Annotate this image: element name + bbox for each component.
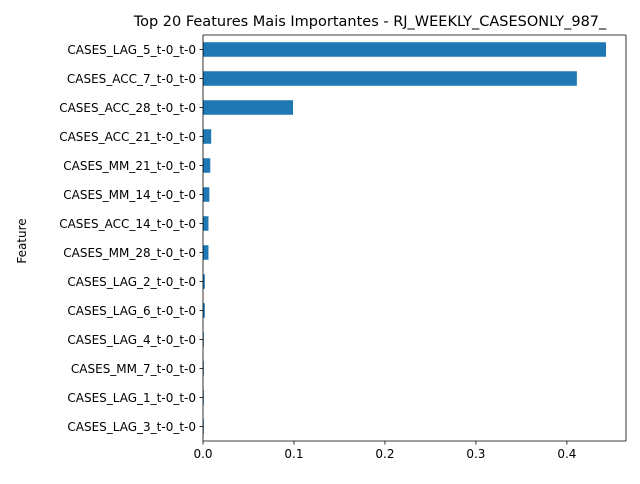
- y-tick-label: CASES_LAG_1_t-0_t-0: [67, 391, 196, 405]
- y-tick-label: CASES_LAG_5_t-0_t-0: [67, 43, 196, 57]
- y-tick-label: CASES_LAG_6_t-0_t-0: [67, 304, 196, 318]
- y-tick-label: CASES_ACC_21_t-0_t-0: [59, 130, 196, 144]
- y-tick-label: CASES_LAG_2_t-0_t-0: [67, 275, 196, 289]
- y-tick-label: CASES_LAG_4_t-0_t-0: [67, 333, 196, 347]
- y-tick-label: CASES_ACC_28_t-0_t-0: [59, 101, 196, 115]
- bar: [203, 274, 205, 289]
- y-tick-label: CASES_MM_28_t-0_t-0: [63, 246, 196, 260]
- bar: [203, 71, 577, 86]
- axes-layer: [202, 34, 627, 442]
- bar: [203, 245, 209, 260]
- x-ticks-layer: 0.0 0.1 0.2 0.3 0.4: [193, 441, 576, 461]
- y-ticks-layer: CASES_LAG_5_t-0_t-0 CASES_ACC_7_t-0_t-0 CA…: [59, 43, 203, 434]
- y-tick-label: CASES_ACC_14_t-0_t-0: [59, 217, 196, 231]
- x-tick-label: 0.1: [284, 447, 303, 461]
- y-tick-label: CASES_ACC_7_t-0_t-0: [67, 72, 196, 86]
- bar: [203, 187, 210, 202]
- bar: [203, 129, 212, 144]
- x-tick-label: 0.0: [193, 447, 212, 461]
- y-tick-label: CASES_MM_14_t-0_t-0: [63, 188, 196, 202]
- bar: [203, 303, 205, 318]
- x-tick-label: 0.4: [557, 447, 576, 461]
- bar: [203, 42, 606, 57]
- x-tick-label: 0.3: [466, 447, 485, 461]
- y-tick-label: CASES_MM_21_t-0_t-0: [63, 159, 196, 173]
- y-axis-label: Feature: [15, 218, 29, 263]
- x-tick-label: 0.2: [375, 447, 394, 461]
- bar: [203, 216, 209, 231]
- bar: [203, 100, 294, 115]
- bar: [203, 158, 211, 173]
- chart-title: Top 20 Features Mais Importantes - RJ_WE…: [133, 14, 607, 30]
- y-tick-label: CASES_LAG_3_t-0_t-0: [67, 420, 196, 434]
- y-tick-label: CASES_MM_7_t-0_t-0: [71, 362, 196, 376]
- bars-layer: [203, 42, 606, 434]
